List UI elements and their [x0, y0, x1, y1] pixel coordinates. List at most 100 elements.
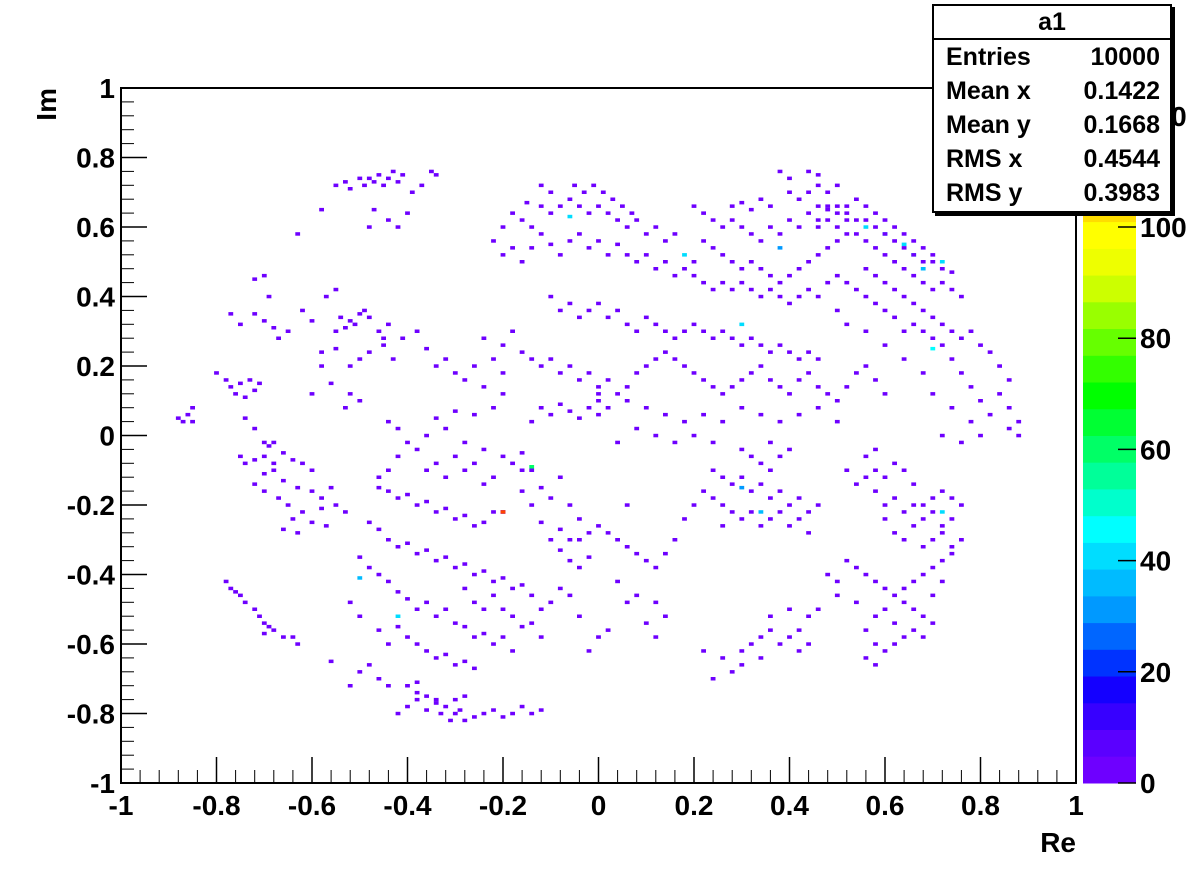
- heatmap-cell: [510, 711, 515, 716]
- heatmap-cell: [806, 260, 811, 264]
- heatmap-cell: [605, 378, 611, 382]
- heatmap-cell: [596, 412, 601, 417]
- heatmap-cell: [500, 576, 506, 580]
- heatmap-cell: [252, 482, 258, 486]
- x-tick-label: 0.6: [866, 790, 905, 821]
- heatmap-cell: [663, 614, 668, 618]
- heatmap-cell: [739, 447, 745, 452]
- heatmap-cell: [414, 680, 420, 684]
- heatmap-cell: [548, 294, 554, 299]
- heatmap-cell: [768, 204, 773, 208]
- heatmap-cell: [190, 406, 195, 410]
- heatmap-cell: [271, 468, 277, 472]
- heatmap-cell: [577, 565, 582, 570]
- heatmap-cell: [577, 538, 582, 542]
- heatmap-cell: [228, 385, 234, 389]
- heatmap-cell: [557, 253, 563, 257]
- heatmap-cell: [653, 225, 659, 229]
- heatmap-cell: [510, 614, 515, 618]
- heatmap-cell: [519, 260, 525, 264]
- heatmap-cell: [366, 663, 372, 667]
- heatmap-cell: [882, 253, 888, 257]
- heatmap-cell: [663, 350, 668, 354]
- heatmap-cell: [577, 416, 582, 420]
- heatmap-cell: [815, 173, 821, 177]
- heatmap-cell: [930, 565, 936, 570]
- heatmap-cell: [538, 183, 544, 188]
- heatmap-cell: [739, 485, 745, 490]
- heatmap-cell: [510, 586, 515, 591]
- heatmap-cell: [596, 392, 601, 396]
- heatmap-cell: [863, 225, 869, 229]
- heatmap-cell: [643, 364, 649, 368]
- heatmap-cell: [252, 388, 258, 393]
- heatmap-cell: [710, 496, 716, 500]
- heatmap-cell: [624, 253, 630, 257]
- heatmap-cell: [710, 440, 716, 445]
- heatmap-cell: [901, 267, 907, 271]
- heatmap-cell: [472, 524, 477, 528]
- heatmap-cell: [261, 273, 267, 278]
- heatmap-cell: [720, 280, 726, 285]
- heatmap-cell: [223, 378, 229, 382]
- heatmap-cell: [892, 287, 897, 292]
- heatmap-cell: [285, 503, 291, 507]
- heatmap-cell: [376, 173, 382, 177]
- heatmap-cell: [701, 649, 706, 653]
- heatmap-cell: [768, 440, 773, 445]
- heatmap-cell: [405, 635, 410, 639]
- heatmap-cell: [500, 607, 506, 611]
- heatmap-cell: [481, 482, 487, 486]
- heatmap-cell: [615, 579, 620, 584]
- heatmap-cell: [242, 416, 248, 420]
- heatmap-cell: [567, 538, 573, 542]
- heatmap-cell: [949, 287, 955, 292]
- heatmap-cell: [452, 371, 458, 375]
- heatmap-cell: [247, 378, 253, 382]
- stats-value: 0.1422: [1083, 77, 1160, 105]
- heatmap-cell: [557, 527, 563, 532]
- heatmap-cell: [758, 239, 764, 243]
- heatmap-cell: [538, 406, 544, 410]
- heatmap-cell: [768, 273, 773, 278]
- heatmap-cell: [911, 607, 917, 611]
- heatmap-cell: [710, 468, 716, 472]
- heatmap-cell: [901, 357, 907, 361]
- heatmap-cell: [472, 600, 477, 605]
- heatmap-cell: [920, 572, 926, 577]
- heatmap-cell: [939, 260, 945, 264]
- heatmap-cell: [787, 392, 792, 396]
- heatmap-cell: [347, 187, 353, 191]
- heatmap-cell: [691, 433, 697, 438]
- heatmap-cell: [834, 211, 840, 215]
- heatmap-cell: [739, 649, 745, 653]
- heatmap-cell: [978, 433, 983, 438]
- heatmap-cell: [376, 628, 382, 632]
- heatmap-cell: [357, 670, 363, 674]
- heatmap-cell: [538, 607, 544, 611]
- heatmap-cell: [901, 246, 907, 250]
- heatmap-cell: [682, 517, 687, 521]
- heatmap-cell: [854, 565, 859, 570]
- heatmap-cell: [882, 475, 888, 479]
- heatmap-cell: [758, 524, 764, 528]
- heatmap-cell: [400, 336, 406, 340]
- heatmap-cell: [634, 551, 640, 556]
- heatmap-cell: [433, 697, 439, 702]
- colorbar-tick-label: 0: [1140, 768, 1156, 799]
- heatmap-cell: [309, 468, 315, 472]
- heatmap-cell: [538, 708, 544, 712]
- heatmap-cell: [462, 513, 468, 518]
- heatmap-cell: [443, 426, 449, 431]
- heatmap-cell: [252, 607, 258, 611]
- stats-row-mean-y: Mean y 0.1668: [934, 108, 1170, 142]
- heatmap-cell: [376, 485, 382, 490]
- heatmap-cell: [577, 378, 582, 382]
- heatmap-cell: [557, 548, 563, 552]
- heatmap-cell: [1006, 406, 1012, 410]
- heatmap-cell: [519, 704, 525, 709]
- heatmap-cell: [462, 718, 468, 723]
- heatmap-cell: [911, 628, 917, 632]
- heatmap-cell: [381, 336, 386, 340]
- heatmap-cell: [300, 308, 305, 313]
